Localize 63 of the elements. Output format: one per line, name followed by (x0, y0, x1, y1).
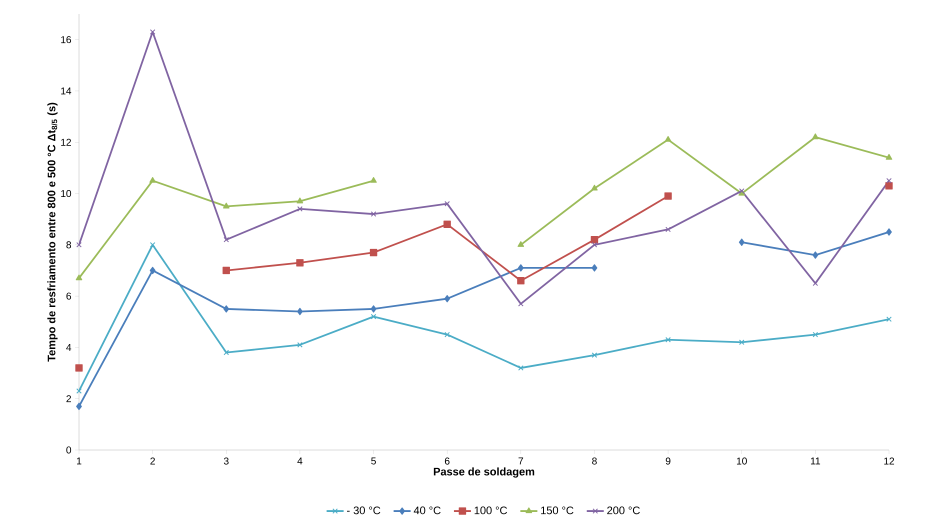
x-tick-label: 6 (444, 458, 450, 465)
y-tick-label: 16 (61, 36, 72, 44)
point (223, 305, 230, 313)
point (149, 177, 156, 183)
point (812, 332, 818, 338)
x-axis-title: Passe de soldagem (434, 467, 534, 478)
x-tick-label: 1 (76, 458, 82, 464)
point (370, 314, 376, 320)
legend-label: 150 °C (541, 506, 574, 514)
point (297, 342, 303, 348)
legend-label: - 30 °C (347, 506, 380, 514)
y-tick-label: 8 (66, 241, 72, 248)
point (150, 242, 156, 248)
x-tick-label: 3 (224, 458, 229, 465)
x-tick-label: 10 (736, 458, 747, 465)
y-tick-label: 14 (61, 88, 72, 94)
point (592, 352, 598, 358)
point (886, 154, 892, 160)
point (76, 242, 82, 248)
point (885, 182, 893, 190)
y-tick-label: 10 (61, 190, 72, 198)
point (76, 388, 82, 394)
point (150, 29, 156, 35)
point (76, 402, 82, 410)
point (738, 238, 745, 246)
point (150, 266, 156, 274)
x-tick-label: 4 (297, 458, 302, 464)
y-tick-label: 2 (66, 395, 71, 402)
y-tick-label: 4 (66, 344, 72, 351)
point (518, 301, 524, 307)
point (664, 136, 672, 142)
point (444, 332, 450, 338)
x-tick-label: 8 (592, 458, 597, 465)
y-tick-label: 6 (66, 292, 72, 300)
point (886, 178, 892, 184)
legend-label: 200 °C (607, 506, 640, 514)
y-axis-title: Tempo de resfriamento entre 800 e 500 °C Δt$_{8/5}$ (s) (47, 102, 58, 362)
point (370, 305, 376, 313)
x-tick-label: 5 (371, 458, 376, 464)
y-tick-label: 0 (66, 446, 72, 454)
point (665, 336, 671, 342)
legend-label: 40 °C (414, 506, 441, 514)
x-tick-label: 2 (150, 458, 155, 464)
x-tick-label: 12 (884, 458, 894, 464)
point (738, 340, 744, 346)
point (886, 228, 892, 236)
point (444, 294, 450, 302)
point (297, 308, 303, 316)
point (812, 280, 818, 286)
point (812, 251, 818, 259)
point (518, 365, 524, 371)
x-tick-label: 9 (666, 458, 670, 465)
point (812, 133, 819, 140)
x-tick-label: 7 (518, 458, 524, 464)
point (591, 184, 598, 190)
legend-label: 100 °C (474, 506, 508, 514)
point (370, 177, 377, 183)
y-tick-label: 12 (61, 138, 71, 146)
point (886, 316, 892, 322)
point (75, 364, 83, 372)
point (76, 274, 82, 280)
x-tick-label: 11 (810, 458, 820, 464)
point (224, 350, 230, 356)
